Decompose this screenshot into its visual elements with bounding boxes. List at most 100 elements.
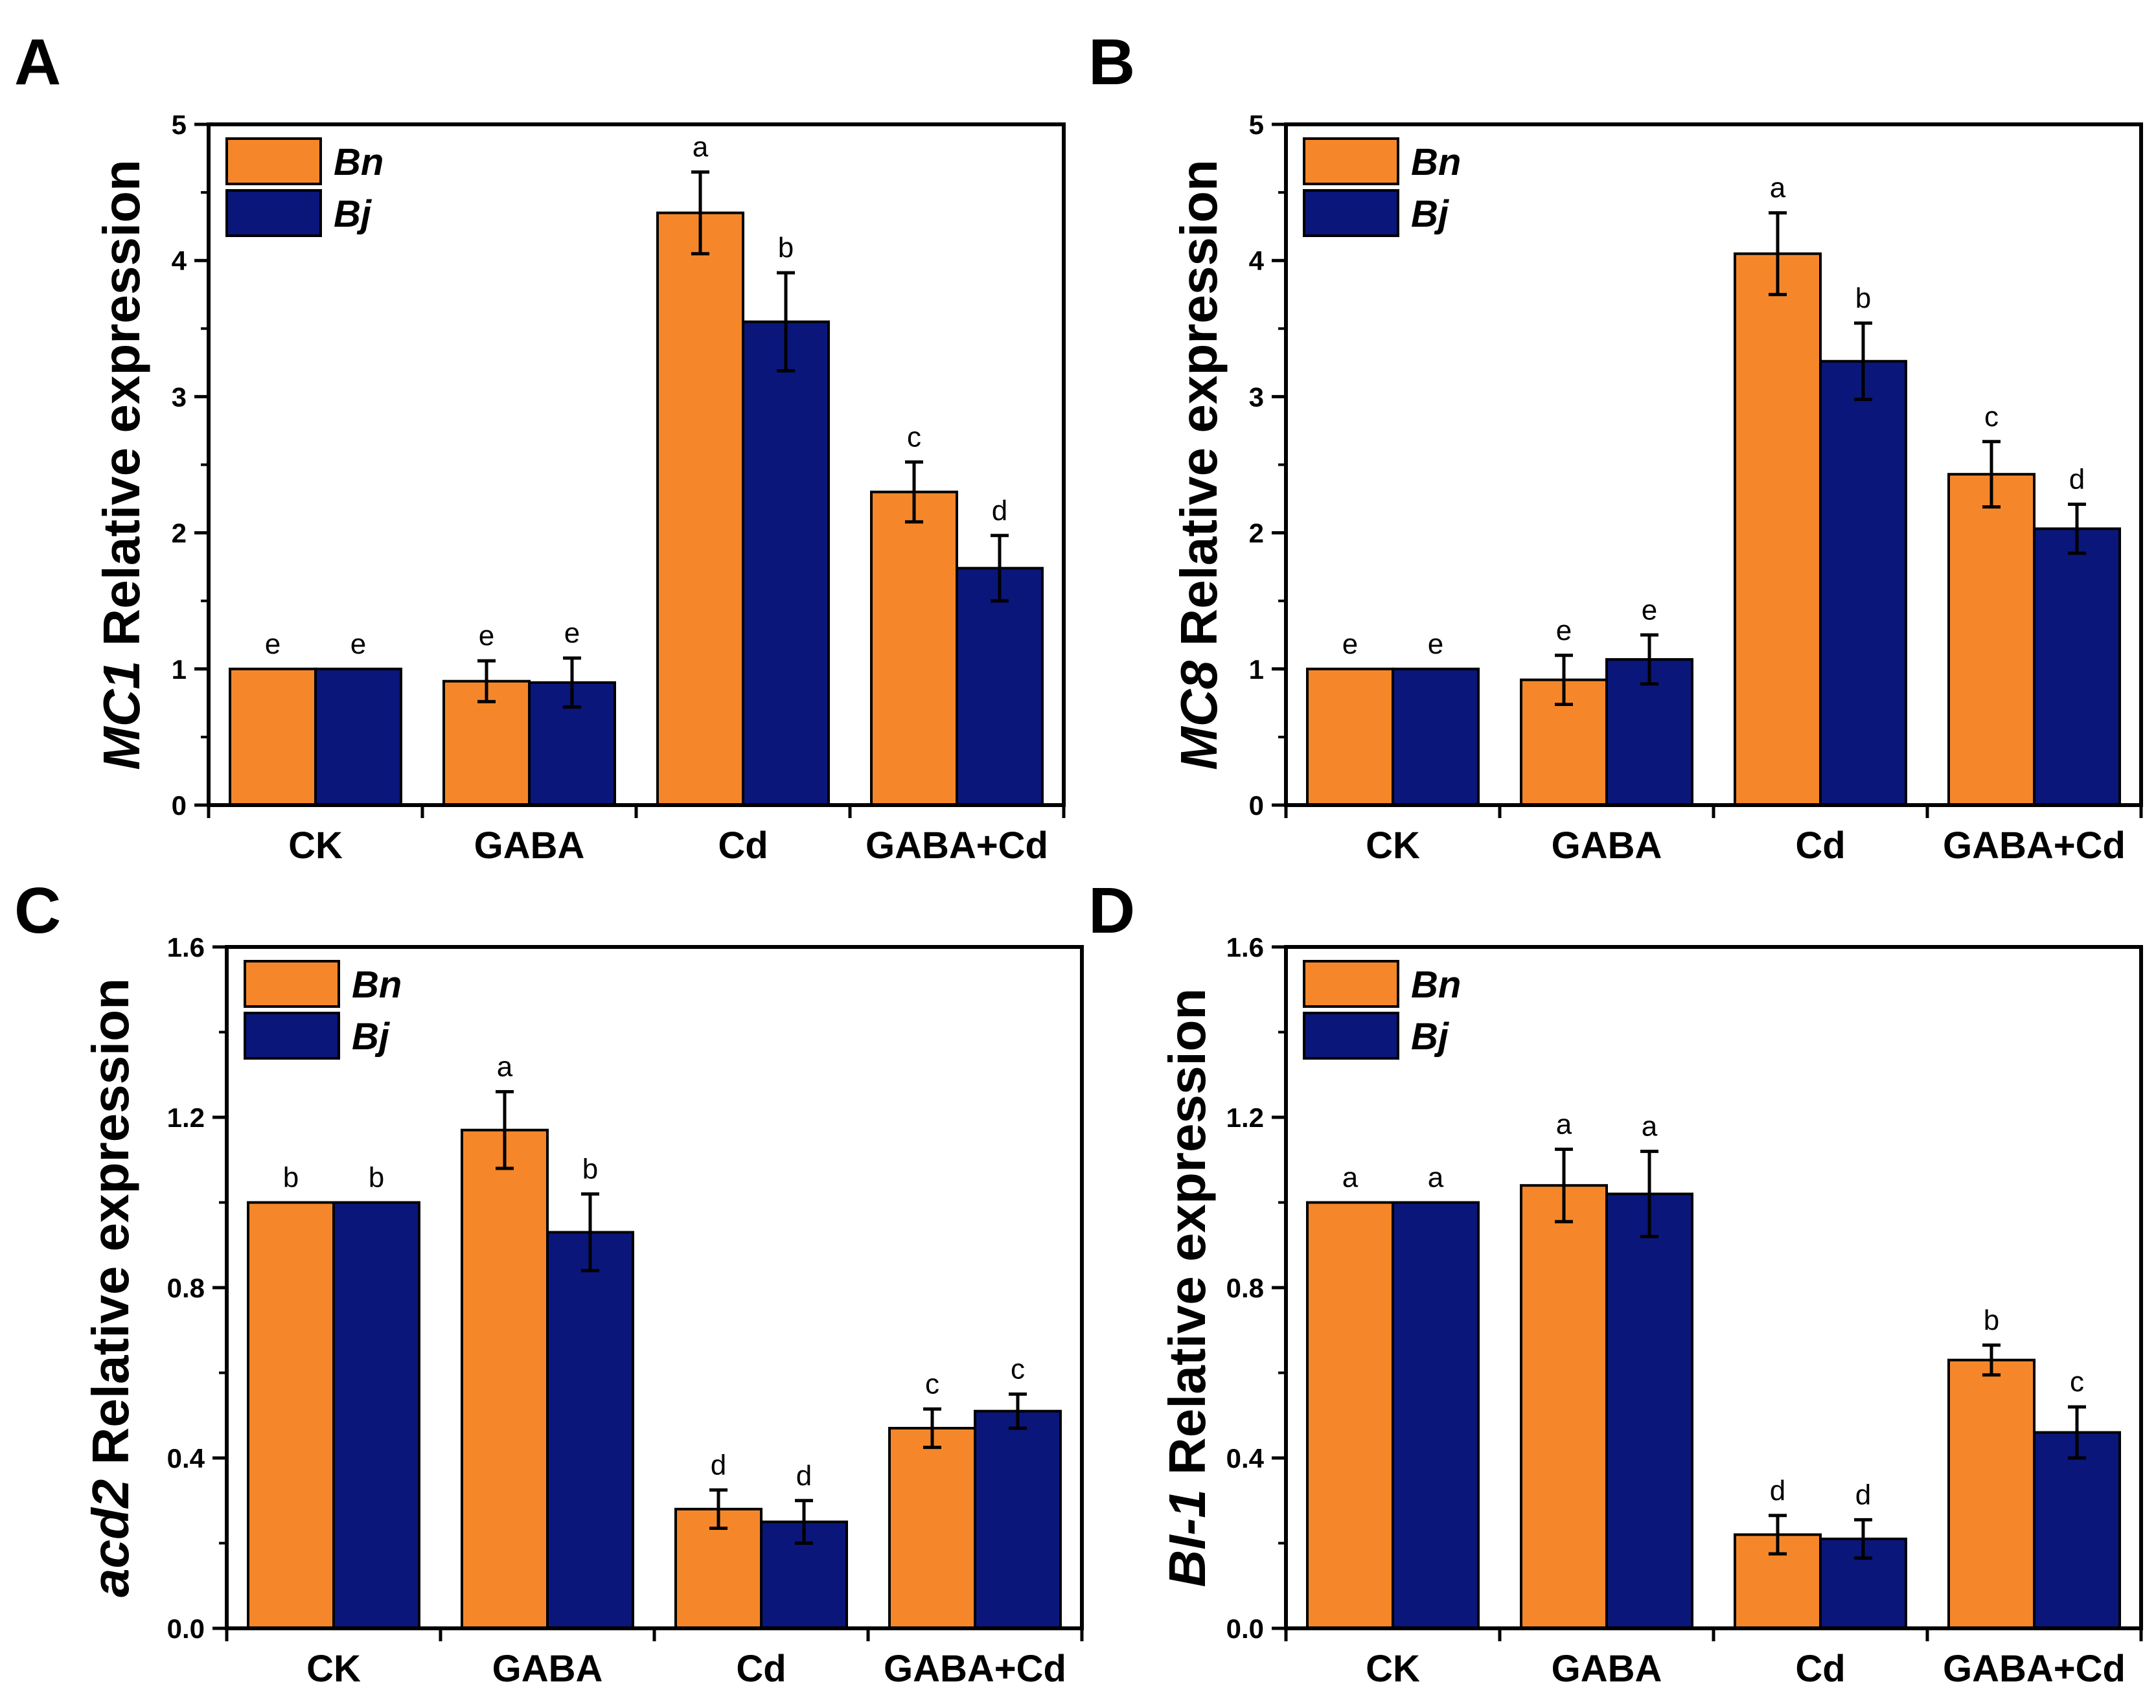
x-tick-label: CK: [306, 1648, 361, 1690]
legend-label-bj: Bj: [1411, 193, 1450, 235]
x-tick-label: GABA+Cd: [1943, 825, 2126, 867]
bar-bj-gaba-cd: [956, 567, 1044, 806]
significance-letter: d: [992, 495, 1007, 527]
bar-bj-ck: [314, 667, 402, 807]
y-tick-label: 1.6: [1226, 932, 1264, 962]
significance-letter: a: [1556, 1108, 1572, 1140]
legend-label-bn: Bn: [352, 964, 402, 1006]
y-axis-label: MC8 Relative expression: [1170, 159, 1228, 770]
significance-letter: a: [1770, 172, 1786, 204]
y-axis-label: acd2 Relative expression: [82, 978, 139, 1597]
y-tick-label: 1: [1249, 654, 1264, 685]
significance-letter: b: [369, 1162, 384, 1194]
bar-bj-cd: [742, 320, 830, 807]
bar-bn-ck: [1306, 667, 1394, 807]
x-tick-label: GABA+Cd: [1943, 1648, 2126, 1690]
y-tick-label: 5: [1249, 109, 1264, 140]
x-tick-label: GABA: [1552, 1648, 1662, 1690]
significance-letter: c: [925, 1368, 939, 1400]
panel-d: Da a CK a a GABA d d Cd b c GABA+Cd 0.0 0.4 0.8 1.2 1.6 B…: [1088, 874, 2143, 1690]
panel-c: Cb b CK a b GABA d d Cd c c GABA+Cd 0.0 0.4 0.8 1.2 1.6 a…: [14, 874, 1084, 1690]
x-tick-label: GABA: [1552, 825, 1662, 867]
y-axis-label: MC1 Relative expression: [93, 159, 150, 770]
significance-letter: e: [350, 628, 366, 660]
panel-letter: D: [1088, 874, 1135, 947]
legend-label-bn: Bn: [1411, 141, 1461, 183]
panel-letter: A: [14, 26, 61, 98]
y-axis-label-text: Relative expression: [82, 978, 139, 1479]
y-axis-label-text: Relative expression: [93, 159, 150, 661]
significance-letter: b: [283, 1162, 299, 1194]
x-tick-label: GABA+Cd: [884, 1648, 1066, 1690]
legend-label-bj: Bj: [1411, 1016, 1450, 1058]
significance-letter: a: [497, 1051, 513, 1083]
legend-label-bn: Bn: [334, 141, 384, 183]
legend-swatch-bj: [1303, 189, 1399, 237]
y-axis-label-text: Relative expression: [1170, 159, 1228, 661]
bar-bn-cd: [1734, 252, 1822, 806]
y-tick-label: 0.4: [1226, 1443, 1265, 1474]
y-axis-gene-name: MC1: [93, 661, 150, 770]
y-tick-label: 4: [1249, 245, 1265, 276]
legend-swatch-bj: [1303, 1012, 1399, 1060]
significance-letter: e: [265, 628, 281, 660]
significance-letter: b: [1855, 282, 1871, 314]
legend-swatch-bn: [1303, 960, 1399, 1008]
legend-label-bn: Bn: [1411, 964, 1461, 1006]
significance-letter: c: [2070, 1366, 2084, 1398]
y-tick-label: 1.2: [167, 1102, 205, 1133]
y-tick-label: 0.8: [167, 1273, 205, 1303]
x-tick-label: GABA+Cd: [866, 825, 1048, 867]
bar-bn-ck: [1306, 1201, 1394, 1630]
y-axis-label-text: Relative expression: [1158, 988, 1216, 1490]
significance-letter: a: [1342, 1162, 1359, 1194]
significance-letter: e: [1642, 594, 1657, 626]
x-tick-label: Cd: [718, 825, 768, 867]
y-axis-label: BI-1 Relative expression: [1158, 988, 1216, 1588]
significance-letter: e: [1428, 628, 1443, 660]
significance-letter: e: [564, 617, 580, 649]
y-axis-gene-name: acd2: [82, 1479, 139, 1597]
y-tick-label: 0: [172, 790, 187, 821]
bar-bj-gaba-cd: [2033, 527, 2121, 806]
x-tick-label: Cd: [1795, 825, 1845, 867]
significance-letter: b: [582, 1153, 598, 1185]
x-tick-label: GABA: [474, 825, 585, 867]
bar-bn-ck: [247, 1201, 335, 1630]
x-tick-label: CK: [288, 825, 343, 867]
bar-bn-gaba-cd: [888, 1426, 976, 1630]
y-tick-label: 3: [1249, 381, 1264, 412]
legend-label-bj: Bj: [334, 193, 373, 235]
bar-bn-ck: [229, 667, 317, 807]
significance-letter: a: [1428, 1162, 1444, 1194]
significance-letter: d: [2069, 463, 2085, 495]
bar-bn-gaba: [461, 1128, 549, 1630]
x-tick-label: Cd: [1795, 1648, 1845, 1690]
x-tick-label: GABA: [492, 1648, 603, 1690]
bar-bn-gaba: [1520, 1184, 1608, 1630]
significance-letter: e: [1556, 615, 1572, 646]
bar-bn-gaba-cd: [1947, 473, 2036, 806]
significance-letter: e: [479, 620, 494, 652]
y-tick-label: 1.2: [1226, 1102, 1264, 1133]
significance-letter: b: [778, 232, 794, 264]
significance-letter: b: [1984, 1304, 1999, 1336]
y-tick-label: 0.0: [1226, 1613, 1264, 1644]
legend-swatch-bn: [1303, 137, 1399, 185]
y-tick-label: 1.6: [167, 932, 205, 962]
panel-letter: B: [1088, 26, 1135, 98]
legend-swatch-bn: [225, 137, 322, 185]
bar-bj-ck: [332, 1201, 420, 1630]
panel-b: Be e CK e e GABA a b Cd c d GABA+Cd 0 1 2 3 4 5 MC8 Relati…: [1088, 26, 2143, 867]
bar-bn-gaba-cd: [1947, 1358, 2036, 1630]
y-tick-label: 0.4: [167, 1443, 205, 1474]
legend-swatch-bj: [244, 1012, 340, 1060]
significance-letter: d: [1855, 1479, 1871, 1510]
legend-swatch-bn: [244, 960, 340, 1008]
x-tick-label: CK: [1366, 825, 1420, 867]
y-tick-label: 2: [172, 518, 187, 549]
significance-letter: a: [1642, 1111, 1658, 1143]
significance-letter: c: [1984, 401, 1999, 433]
y-tick-label: 2: [1249, 518, 1264, 549]
